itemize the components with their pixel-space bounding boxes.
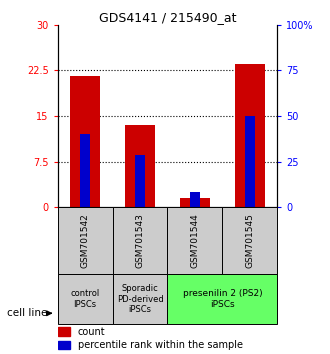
FancyBboxPatch shape	[58, 207, 113, 274]
Bar	[135, 155, 145, 207]
Text: GSM701542: GSM701542	[81, 213, 90, 268]
FancyBboxPatch shape	[168, 207, 222, 274]
Bar	[180, 198, 210, 207]
Text: control
IPSCs: control IPSCs	[71, 290, 100, 309]
Bar	[58, 327, 70, 336]
Text: percentile rank within the sample: percentile rank within the sample	[78, 340, 243, 350]
Text: GSM701544: GSM701544	[190, 213, 199, 268]
Bar	[190, 192, 200, 207]
FancyBboxPatch shape	[168, 274, 277, 324]
Bar	[245, 116, 255, 207]
Text: GSM701545: GSM701545	[245, 213, 254, 268]
Bar	[70, 76, 100, 207]
FancyBboxPatch shape	[113, 274, 168, 324]
Bar	[125, 125, 155, 207]
Text: cell line: cell line	[7, 308, 47, 318]
Text: GSM701543: GSM701543	[136, 213, 145, 268]
Bar	[58, 341, 70, 349]
FancyBboxPatch shape	[113, 207, 168, 274]
FancyBboxPatch shape	[58, 274, 113, 324]
Text: presenilin 2 (PS2)
iPSCs: presenilin 2 (PS2) iPSCs	[182, 290, 262, 309]
Title: GDS4141 / 215490_at: GDS4141 / 215490_at	[99, 11, 236, 24]
Text: Sporadic
PD-derived
iPSCs: Sporadic PD-derived iPSCs	[117, 284, 163, 314]
FancyBboxPatch shape	[222, 207, 277, 274]
Bar	[235, 64, 265, 207]
Text: count: count	[78, 326, 105, 337]
Bar	[80, 134, 90, 207]
